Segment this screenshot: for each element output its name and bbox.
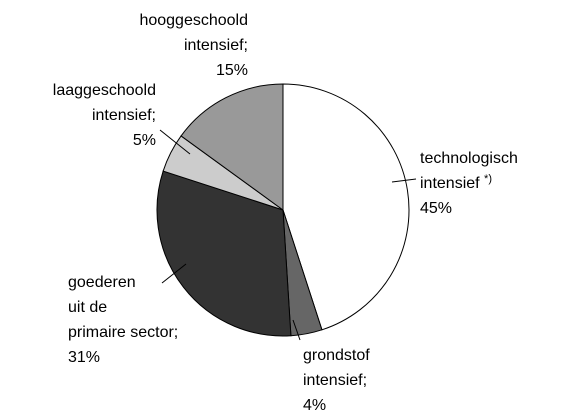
pie-slice <box>282 83 410 331</box>
pie-slice <box>180 83 284 211</box>
value-label: 15% <box>215 62 248 79</box>
pie-slice <box>156 170 292 337</box>
value-label: 4% <box>303 397 327 414</box>
category-label: technologisch intensief <box>420 150 518 192</box>
category-label: laaggeschoold intensief; <box>52 82 156 124</box>
slice-label: technologisch intensief *) 45% <box>420 146 518 221</box>
annotation: *) <box>484 173 492 185</box>
leader-line <box>161 263 187 284</box>
leader-line <box>159 129 191 155</box>
leader-lines <box>159 129 417 341</box>
category-label: goederen uit de primaire sector; <box>68 274 179 341</box>
value-label: 5% <box>132 132 156 149</box>
slice-label: laaggeschoold intensief; 5% <box>53 78 156 153</box>
category-label: hooggeschoold intensief; <box>139 12 248 54</box>
slice-label: grondstof intensief; 4% <box>303 343 370 418</box>
slice-label: hooggeschoold intensief; 15% <box>139 8 248 83</box>
value-label: 45% <box>420 200 453 217</box>
slice-label: goederen uit de primaire sector; 31% <box>68 270 178 370</box>
leader-line <box>391 178 417 183</box>
leader-line <box>292 319 301 341</box>
category-label: grondstof intensief; <box>303 347 370 389</box>
value-label: 31% <box>68 349 101 366</box>
